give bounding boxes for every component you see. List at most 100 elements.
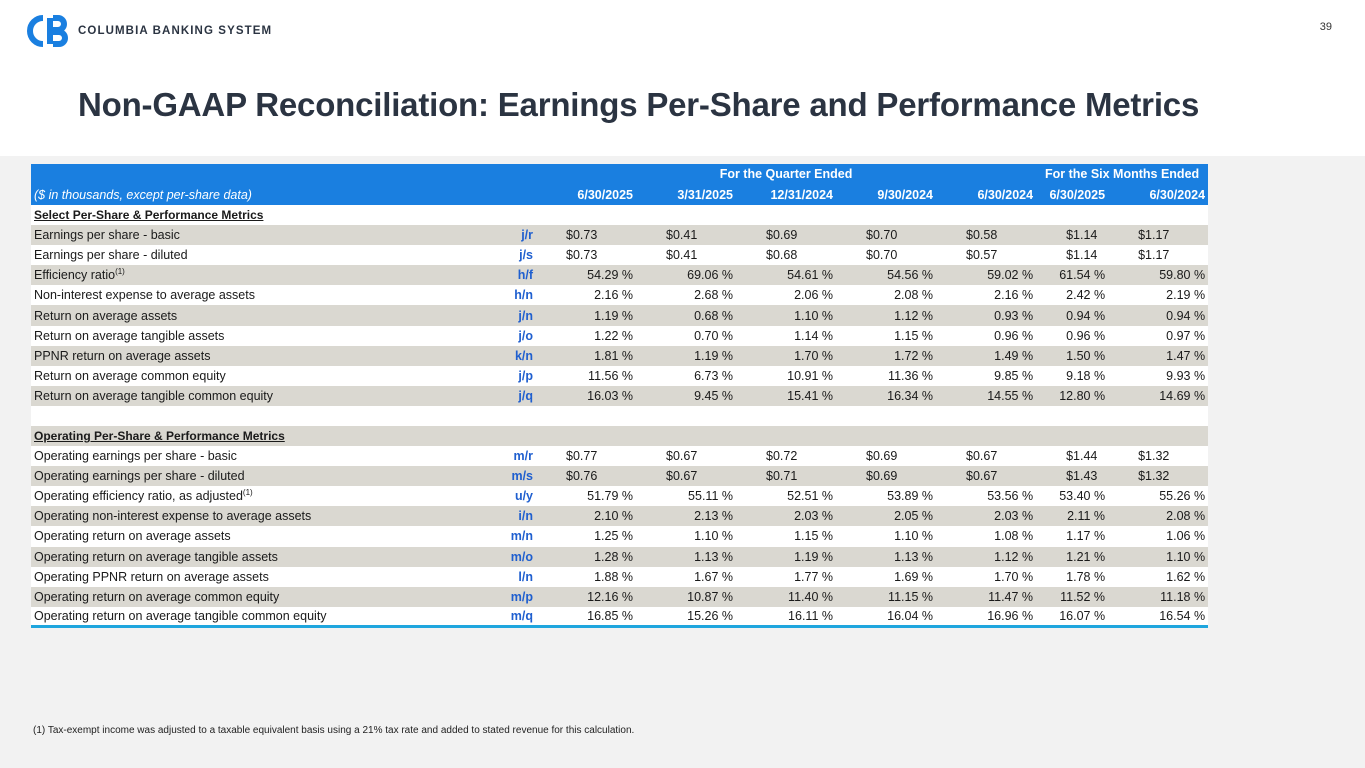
value-cell: 16.85 % <box>536 606 636 629</box>
value-cell: 1.69 % <box>836 566 936 587</box>
value-cell: 1.47 % <box>1108 345 1209 366</box>
table-row: Return on average tangible common equity… <box>31 385 1209 406</box>
row-label: Earnings per share - basic <box>34 228 180 243</box>
value-cell: 11.52 % <box>1036 586 1109 607</box>
value-cell: 2.08 % <box>836 285 936 306</box>
value-cell: $0.70 <box>836 245 936 266</box>
value-cell: 2.42 % <box>1036 285 1109 306</box>
value-cell: 1.13 % <box>636 546 736 567</box>
value-cell: 0.94 % <box>1108 305 1209 326</box>
value-cell: 61.54 % <box>1036 265 1109 286</box>
row-label-cell: Operating efficiency ratio, as adjusted(… <box>31 486 461 507</box>
value-cell: $1.17 <box>1108 225 1209 246</box>
value-cell: 16.04 % <box>836 606 936 629</box>
section-title: Operating Per-Share & Performance Metric… <box>31 425 1209 447</box>
value-cell: 9.85 % <box>936 365 1037 386</box>
value-cell: $1.14 <box>1036 225 1109 246</box>
value-cell: 1.12 % <box>836 305 936 326</box>
value-cell: 53.40 % <box>1036 486 1109 507</box>
value-cell: 11.36 % <box>836 365 936 386</box>
table-row: Operating efficiency ratio, as adjusted(… <box>31 486 1209 507</box>
section-title: Select Per-Share & Performance Metrics <box>31 205 1209 226</box>
formula-code: m/p <box>461 586 536 607</box>
value-cell: 51.79 % <box>536 486 636 507</box>
row-label: Return on average common equity <box>34 368 226 383</box>
page-title: Non-GAAP Reconciliation: Earnings Per-Sh… <box>78 86 1200 123</box>
value-cell: $0.69 <box>736 225 836 246</box>
value-cell: $1.17 <box>1108 245 1209 266</box>
value-cell: 16.11 % <box>736 606 836 629</box>
value-cell: $0.71 <box>736 466 836 487</box>
value-cell: 0.70 % <box>636 325 736 346</box>
value-cell: 1.72 % <box>836 345 936 366</box>
company-name: COLUMBIA BANKING SYSTEM <box>78 25 273 37</box>
row-label-cell: Efficiency ratio(1) <box>31 265 461 286</box>
value-cell: 52.51 % <box>736 486 836 507</box>
row-label-cell: Return on average assets <box>31 305 461 326</box>
value-cell: 2.13 % <box>636 506 736 527</box>
value-cell: 16.96 % <box>936 606 1037 629</box>
table-row: Operating non-interest expense to averag… <box>31 506 1209 527</box>
formula-code: l/n <box>461 566 536 587</box>
value-cell: $1.44 <box>1036 446 1109 467</box>
table-row: Operating return on average common equit… <box>31 586 1209 607</box>
value-cell: 15.41 % <box>736 385 836 406</box>
value-cell: $1.32 <box>1108 446 1209 467</box>
row-label-cell: Operating earnings per share - basic <box>31 446 461 467</box>
row-label-cell: Operating non-interest expense to averag… <box>31 506 461 527</box>
value-cell: 2.06 % <box>736 285 836 306</box>
group-header-quarter: For the Quarter Ended <box>536 164 1037 185</box>
table-row: Operating return on average tangible ass… <box>31 546 1209 567</box>
value-cell: 1.08 % <box>936 526 1037 547</box>
row-label: Operating efficiency ratio, as adjusted <box>34 489 243 504</box>
table-row: Operating earnings per share - diluted m/… <box>31 466 1209 487</box>
value-cell: 1.22 % <box>536 325 636 346</box>
value-cell: $0.69 <box>836 446 936 467</box>
value-cell: $0.41 <box>636 245 736 266</box>
value-cell: 1.21 % <box>1036 546 1109 567</box>
value-cell: 1.06 % <box>1108 526 1209 547</box>
value-cell: 15.26 % <box>636 606 736 629</box>
value-cell: 55.11 % <box>636 486 736 507</box>
value-cell: 2.19 % <box>1108 285 1209 306</box>
value-cell: $0.72 <box>736 446 836 467</box>
value-cell: 0.96 % <box>936 325 1037 346</box>
value-cell: $0.68 <box>736 245 836 266</box>
footnote: (1) Tax-exempt income was adjusted to a … <box>33 725 635 736</box>
value-cell: 0.93 % <box>936 305 1037 326</box>
table-header-row: ($ in thousands, except per-share data) … <box>31 184 1209 205</box>
value-cell: 59.80 % <box>1108 265 1209 286</box>
table-row: PPNR return on average assets k/n 1.81 % 1.… <box>31 345 1209 366</box>
value-cell: 2.03 % <box>936 506 1037 527</box>
value-cell: 6.73 % <box>636 365 736 386</box>
row-label: Return on average assets <box>34 308 178 323</box>
spacer-cell <box>31 405 1209 426</box>
column-header: 6/30/2025 <box>1036 184 1109 205</box>
value-cell: 53.89 % <box>836 486 936 507</box>
value-cell: 11.47 % <box>936 586 1037 607</box>
value-cell: 0.96 % <box>1036 325 1109 346</box>
value-cell: 12.16 % <box>536 586 636 607</box>
value-cell: 55.26 % <box>1108 486 1209 507</box>
value-cell: 9.45 % <box>636 385 736 406</box>
value-cell: $1.32 <box>1108 466 1209 487</box>
value-cell: $0.73 <box>536 245 636 266</box>
value-cell: 0.97 % <box>1108 325 1209 346</box>
value-cell: 1.67 % <box>636 566 736 587</box>
formula-code: j/r <box>461 225 536 246</box>
financial-table: For the Quarter Ended For the Six Months… <box>31 164 1209 629</box>
value-cell: 1.10 % <box>1108 546 1209 567</box>
value-cell: 11.40 % <box>736 586 836 607</box>
value-cell: $0.58 <box>936 225 1037 246</box>
table-row: Non-interest expense to average assets h/… <box>31 285 1209 306</box>
value-cell: 16.07 % <box>1036 606 1109 629</box>
group-header-six-months: For the Six Months Ended <box>1036 164 1209 185</box>
formula-code: h/n <box>461 285 536 306</box>
value-cell: 9.93 % <box>1108 365 1209 386</box>
row-label-cell: Earnings per share - diluted <box>31 245 461 266</box>
row-label-cell: Operating return on average tangible com… <box>31 606 461 629</box>
value-cell: 1.19 % <box>736 546 836 567</box>
value-cell: 1.50 % <box>1036 345 1109 366</box>
value-cell: 1.70 % <box>936 566 1037 587</box>
value-cell: 1.19 % <box>536 305 636 326</box>
